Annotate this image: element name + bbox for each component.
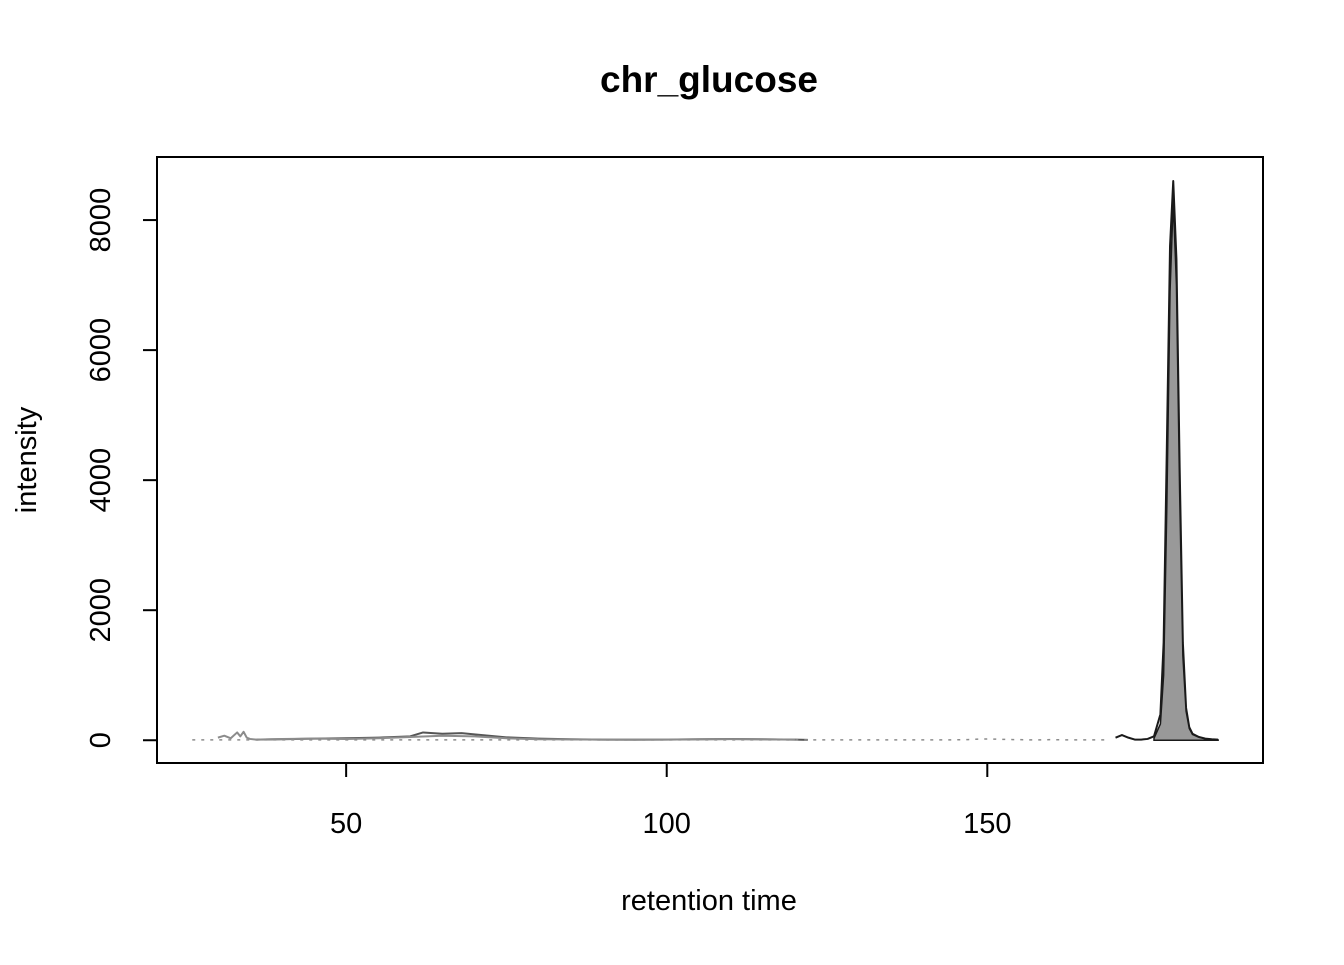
x-axis: 50 100 150 [330, 762, 1011, 840]
y-tick-label-0: 0 [85, 732, 117, 748]
y-tick-label-3: 6000 [85, 318, 117, 383]
x-axis-label: retention time [621, 885, 797, 917]
chart-title: chr_glucose [600, 59, 818, 100]
x-tick-label-1: 100 [643, 808, 691, 840]
y-tick-label-4: 8000 [85, 188, 117, 253]
y-axis-label: intensity [11, 406, 43, 513]
series-1-peak-area [1153, 200, 1219, 741]
y-axis: 0 2000 4000 6000 8000 [85, 188, 158, 748]
series-layer [192, 180, 1219, 741]
x-tick-label-2: 150 [963, 808, 1011, 840]
y-tick-label-1: 2000 [85, 578, 117, 643]
series-3-line [217, 730, 795, 741]
y-tick-label-2: 4000 [85, 448, 117, 513]
x-tick-label-0: 50 [330, 808, 362, 840]
plot-frame [156, 156, 1264, 764]
